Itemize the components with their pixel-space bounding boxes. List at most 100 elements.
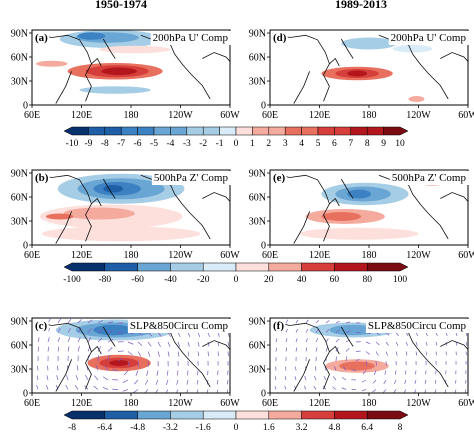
lon-tick-label: 60E bbox=[24, 110, 40, 121]
colorbar-tick-label: -8 bbox=[101, 139, 109, 149]
lon-tick-label: 120E bbox=[71, 110, 92, 121]
lon-tick-label: 120E bbox=[309, 250, 330, 261]
lon-tick-label: 60E bbox=[262, 398, 278, 409]
colorbar-tick-label: 0 bbox=[234, 139, 239, 149]
lon-tick-label: 120W bbox=[168, 110, 193, 121]
anomaly-shading bbox=[41, 226, 201, 242]
coastline bbox=[202, 192, 230, 202]
header-period-1: 1950-1974 bbox=[95, 0, 147, 11]
anomaly-shading bbox=[103, 185, 124, 193]
lat-tick-label: 0 bbox=[261, 101, 266, 112]
coastline bbox=[202, 52, 230, 62]
coastline bbox=[35, 321, 92, 390]
colorbar-tick-label: 5 bbox=[316, 139, 321, 149]
anomaly-shading bbox=[392, 45, 433, 53]
colorbar-tick-label: 9 bbox=[381, 139, 386, 149]
panel-title: 200hPa U' Comp bbox=[391, 32, 467, 44]
anomaly-shading bbox=[101, 67, 137, 75]
colorbar-tick-label: -6 bbox=[134, 139, 142, 149]
colorbar-tick-label: 7 bbox=[348, 139, 353, 149]
lat-tick-label: 0 bbox=[23, 389, 28, 400]
lon-tick-label: 60W bbox=[220, 110, 240, 121]
lon-tick-label: 60W bbox=[458, 398, 474, 409]
panel-label: (e) bbox=[273, 172, 286, 184]
coastline bbox=[102, 178, 116, 199]
lon-tick-label: 120W bbox=[406, 398, 431, 409]
colorbar-tick-label: 3 bbox=[283, 139, 288, 149]
lon-tick-label: 120W bbox=[168, 250, 193, 261]
colorbar-tick-label: 4 bbox=[299, 139, 304, 149]
coastline bbox=[340, 326, 354, 347]
lon-tick-label: 60E bbox=[24, 250, 40, 261]
colorbar-tick-label: -4.8 bbox=[130, 423, 145, 433]
coastline bbox=[293, 359, 310, 392]
anomaly-shading bbox=[93, 324, 133, 336]
lon-tick-label: 120E bbox=[309, 110, 330, 121]
lat-tick-label: 30N bbox=[11, 217, 28, 228]
colorbar-tick-label: 20 bbox=[264, 275, 274, 285]
coastline bbox=[55, 71, 72, 104]
anomaly-shading bbox=[45, 213, 74, 220]
coastline bbox=[440, 340, 468, 350]
coastline bbox=[91, 197, 102, 207]
coastline bbox=[293, 211, 310, 244]
coastline bbox=[273, 33, 330, 102]
colorbar-tick-label: -2 bbox=[199, 139, 207, 149]
coastline bbox=[329, 57, 340, 67]
wind-vectors bbox=[36, 318, 230, 393]
colorbar-tick-label: -5 bbox=[150, 139, 158, 149]
coastline bbox=[273, 321, 330, 390]
anomaly-shading bbox=[35, 60, 68, 67]
lat-tick-label: 0 bbox=[261, 389, 266, 400]
panel-title: SLP&850Circu Comp bbox=[130, 320, 229, 332]
colorbar-tick-label: -8 bbox=[68, 423, 76, 433]
lon-tick-label: 180 bbox=[362, 110, 377, 121]
coastline bbox=[293, 71, 310, 104]
lat-tick-label: 90N bbox=[249, 317, 266, 328]
coastline bbox=[35, 173, 92, 242]
lon-tick-label: 120E bbox=[309, 398, 330, 409]
panel-label: (d) bbox=[273, 32, 287, 44]
colorbar-tick-label: -3 bbox=[183, 139, 191, 149]
coastline bbox=[440, 52, 468, 62]
lon-tick-label: 60W bbox=[220, 250, 240, 261]
lon-tick-label: 120W bbox=[168, 398, 193, 409]
colorbar-tick-label: 6.4 bbox=[361, 423, 373, 433]
colorbar-tick-label: -20 bbox=[197, 275, 210, 285]
colorbar-tick-label: 2 bbox=[266, 139, 271, 149]
panel-title: 500hPa Z' Comp bbox=[392, 172, 467, 184]
colorbar-tick-label: 6 bbox=[332, 139, 337, 149]
coastline bbox=[202, 340, 230, 350]
colorbar: -100 -80 -60 -40 -20 0 20 40 60 80 100 bbox=[63, 262, 409, 285]
lon-tick-label: 180 bbox=[124, 110, 139, 121]
lat-tick-label: 30N bbox=[249, 365, 266, 376]
lat-tick-label: 60N bbox=[249, 341, 266, 352]
lat-tick-label: 0 bbox=[261, 241, 266, 252]
lat-tick-label: 90N bbox=[249, 169, 266, 180]
anomaly-shading bbox=[299, 227, 419, 240]
lon-tick-label: 60W bbox=[458, 250, 474, 261]
lat-tick-label: 30N bbox=[11, 365, 28, 376]
colorbar-tick-label: 0 bbox=[234, 423, 239, 433]
colorbar-tick-label: 1 bbox=[250, 139, 255, 149]
lon-tick-label: 60E bbox=[262, 110, 278, 121]
lat-tick-label: 30N bbox=[249, 77, 266, 88]
coastline bbox=[55, 211, 72, 244]
colorbar-tick-label: -1.6 bbox=[196, 423, 211, 433]
colorbar: -8 -6.4 -4.8 -3.2 -1.6 0 1.6 3.2 4.8 6.4 8 bbox=[63, 410, 409, 433]
colorbar-tick-label: 100 bbox=[393, 275, 408, 285]
lon-tick-label: 180 bbox=[124, 398, 139, 409]
colorbar-tick-label: 8 bbox=[365, 139, 370, 149]
coastline bbox=[55, 359, 72, 392]
colorbar-tick-label: -7 bbox=[117, 139, 125, 149]
anomaly-shading bbox=[408, 96, 425, 102]
anomaly-shading bbox=[79, 86, 151, 94]
colorbar-tick-label: -9 bbox=[84, 139, 92, 149]
coastline bbox=[35, 33, 92, 102]
header-period-2: 1989-2013 bbox=[335, 0, 387, 11]
lon-tick-label: 60E bbox=[24, 398, 40, 409]
colorbar-tick-label: -6.4 bbox=[97, 423, 112, 433]
